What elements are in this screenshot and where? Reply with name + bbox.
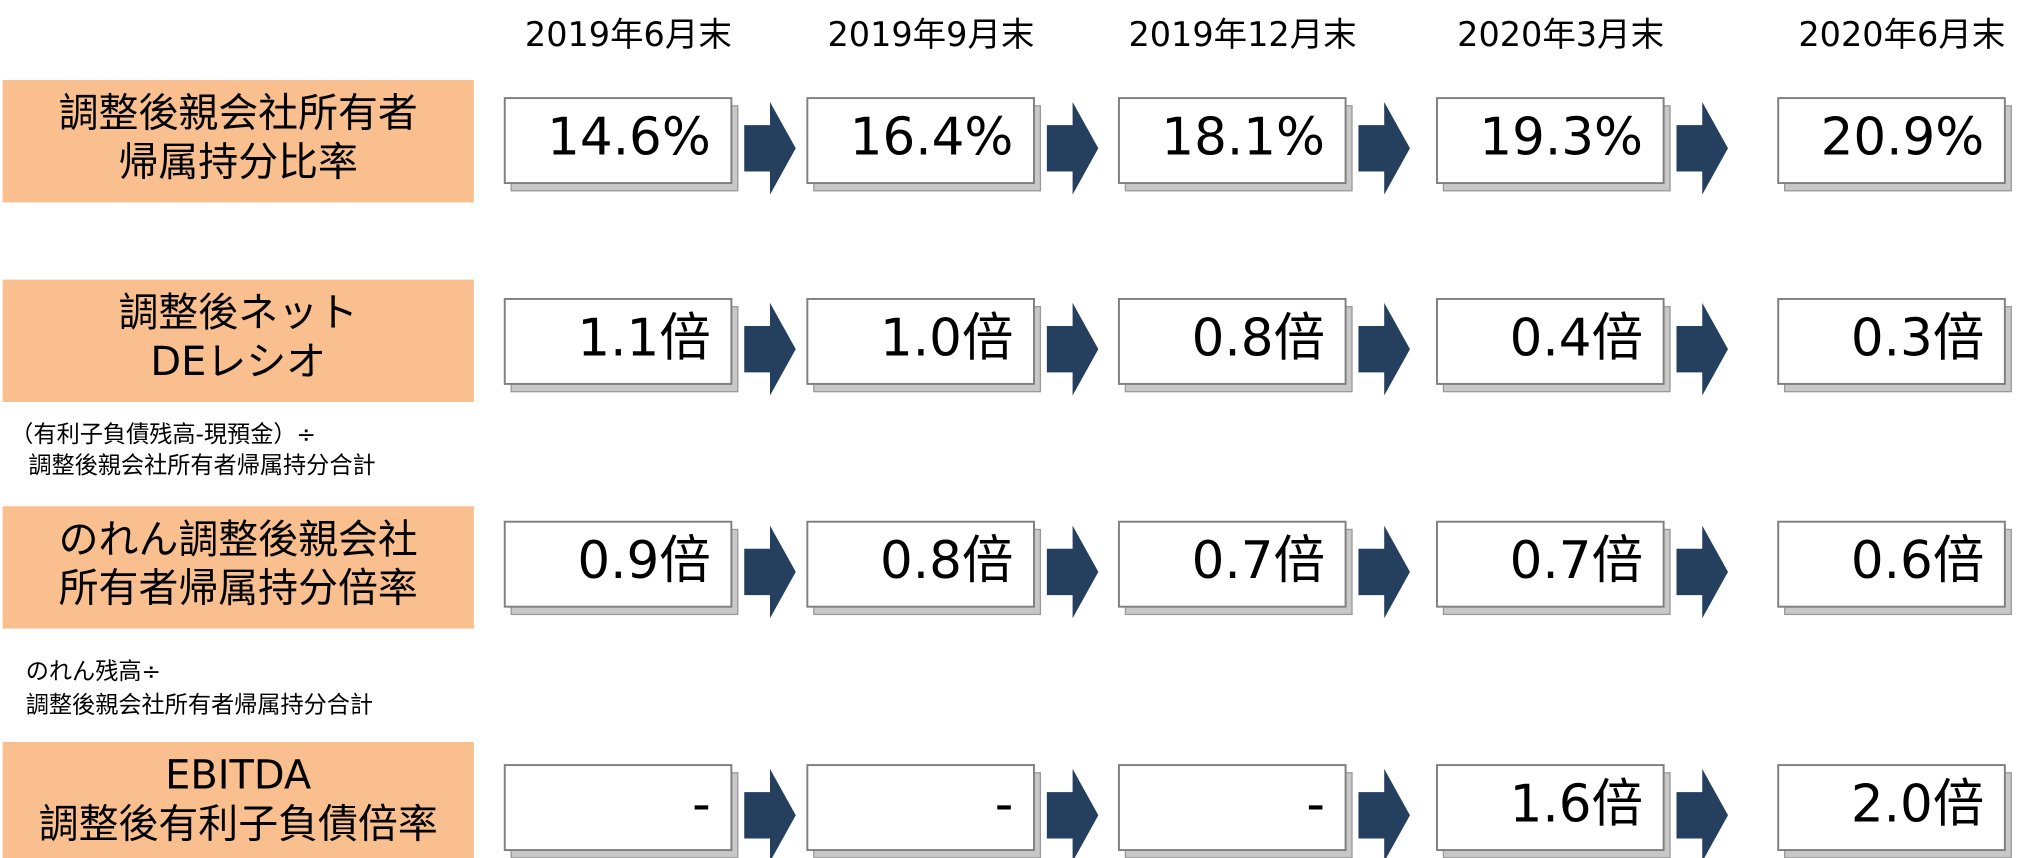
row-label: 調整後有利子負債倍率 [39,801,438,847]
value-box [1436,297,1665,385]
value: 0.3倍 [1851,308,1984,368]
row-note: のれん残高÷ [26,658,161,685]
value: - [692,775,711,835]
arrow [1358,101,1410,195]
value: 1.0倍 [880,308,1013,368]
row-note: （有利子負債残高-現預金）÷ [10,421,316,448]
arrow [744,302,796,396]
arrow [1046,525,1099,619]
value-box [1777,297,2006,385]
value: - [995,775,1014,835]
arrow [1358,768,1410,858]
value: 14.6% [547,108,711,168]
value-box [1777,520,2006,608]
row-label: 調整後親会社所有者 [59,91,418,137]
row-label: 所有者帰属持分倍率 [59,566,418,612]
value-box [1117,520,1347,608]
arrow [1046,768,1099,858]
value: 19.3% [1479,108,1643,168]
value: 0.4倍 [1510,308,1643,368]
value: 0.7倍 [1192,531,1325,591]
value: 0.8倍 [880,531,1013,591]
arrow [744,101,796,195]
row-label: のれん調整後親会社 [59,517,418,563]
row-label: EBITDA [165,752,311,798]
label-box [2,80,474,203]
label-box [2,506,474,629]
value: - [1306,775,1325,835]
value-box [503,97,733,185]
row-note: 調整後親会社所有者帰属持分合計 [28,452,375,479]
value: 0.7倍 [1510,531,1643,591]
label-box [2,279,474,402]
row-note: 調整後親会社所有者帰属持分合計 [26,691,373,718]
label-box [2,741,474,858]
value-box [806,520,1035,608]
row-label: 帰属持分比率 [118,140,357,186]
value-box [1436,764,1665,852]
period-header: 2019年6月末 [525,15,732,54]
arrow [1676,302,1728,396]
row-label: 調整後ネット [118,290,357,336]
value: 1.1倍 [577,308,710,368]
period-header: 2020年3月末 [1457,15,1664,54]
arrow [1046,101,1099,195]
arrow [1046,302,1099,396]
row-label: DEレシオ [150,339,326,385]
value: 20.9% [1821,108,1985,168]
arrow [1358,525,1410,619]
value-box [1436,97,1665,185]
value: 18.1% [1161,108,1325,168]
value: 1.6倍 [1510,775,1643,835]
value-box [1777,97,2006,185]
period-header: 2019年9月末 [828,15,1035,54]
arrow [1676,768,1728,858]
period-header: 2020年6月末 [1798,15,2005,54]
value-box [1436,520,1665,608]
value: 16.4% [850,108,1014,168]
period-header: 2019年12月末 [1128,15,1356,54]
value-box [1117,764,1347,852]
arrow [1358,302,1410,396]
value: 0.6倍 [1851,531,1984,591]
value-box [503,520,733,608]
value-box [503,764,733,852]
value: 2.0倍 [1851,775,1984,835]
value-box [806,97,1035,185]
value: 0.9倍 [577,531,710,591]
value: 0.8倍 [1192,308,1325,368]
value-box [806,764,1035,852]
arrow [1676,525,1728,619]
value-box [806,297,1035,385]
arrow [1676,101,1728,195]
value-box [1117,97,1347,185]
value-box [503,297,733,385]
value-box [1777,764,2006,852]
arrow [744,768,796,858]
arrow [744,525,796,619]
value-box [1117,297,1347,385]
